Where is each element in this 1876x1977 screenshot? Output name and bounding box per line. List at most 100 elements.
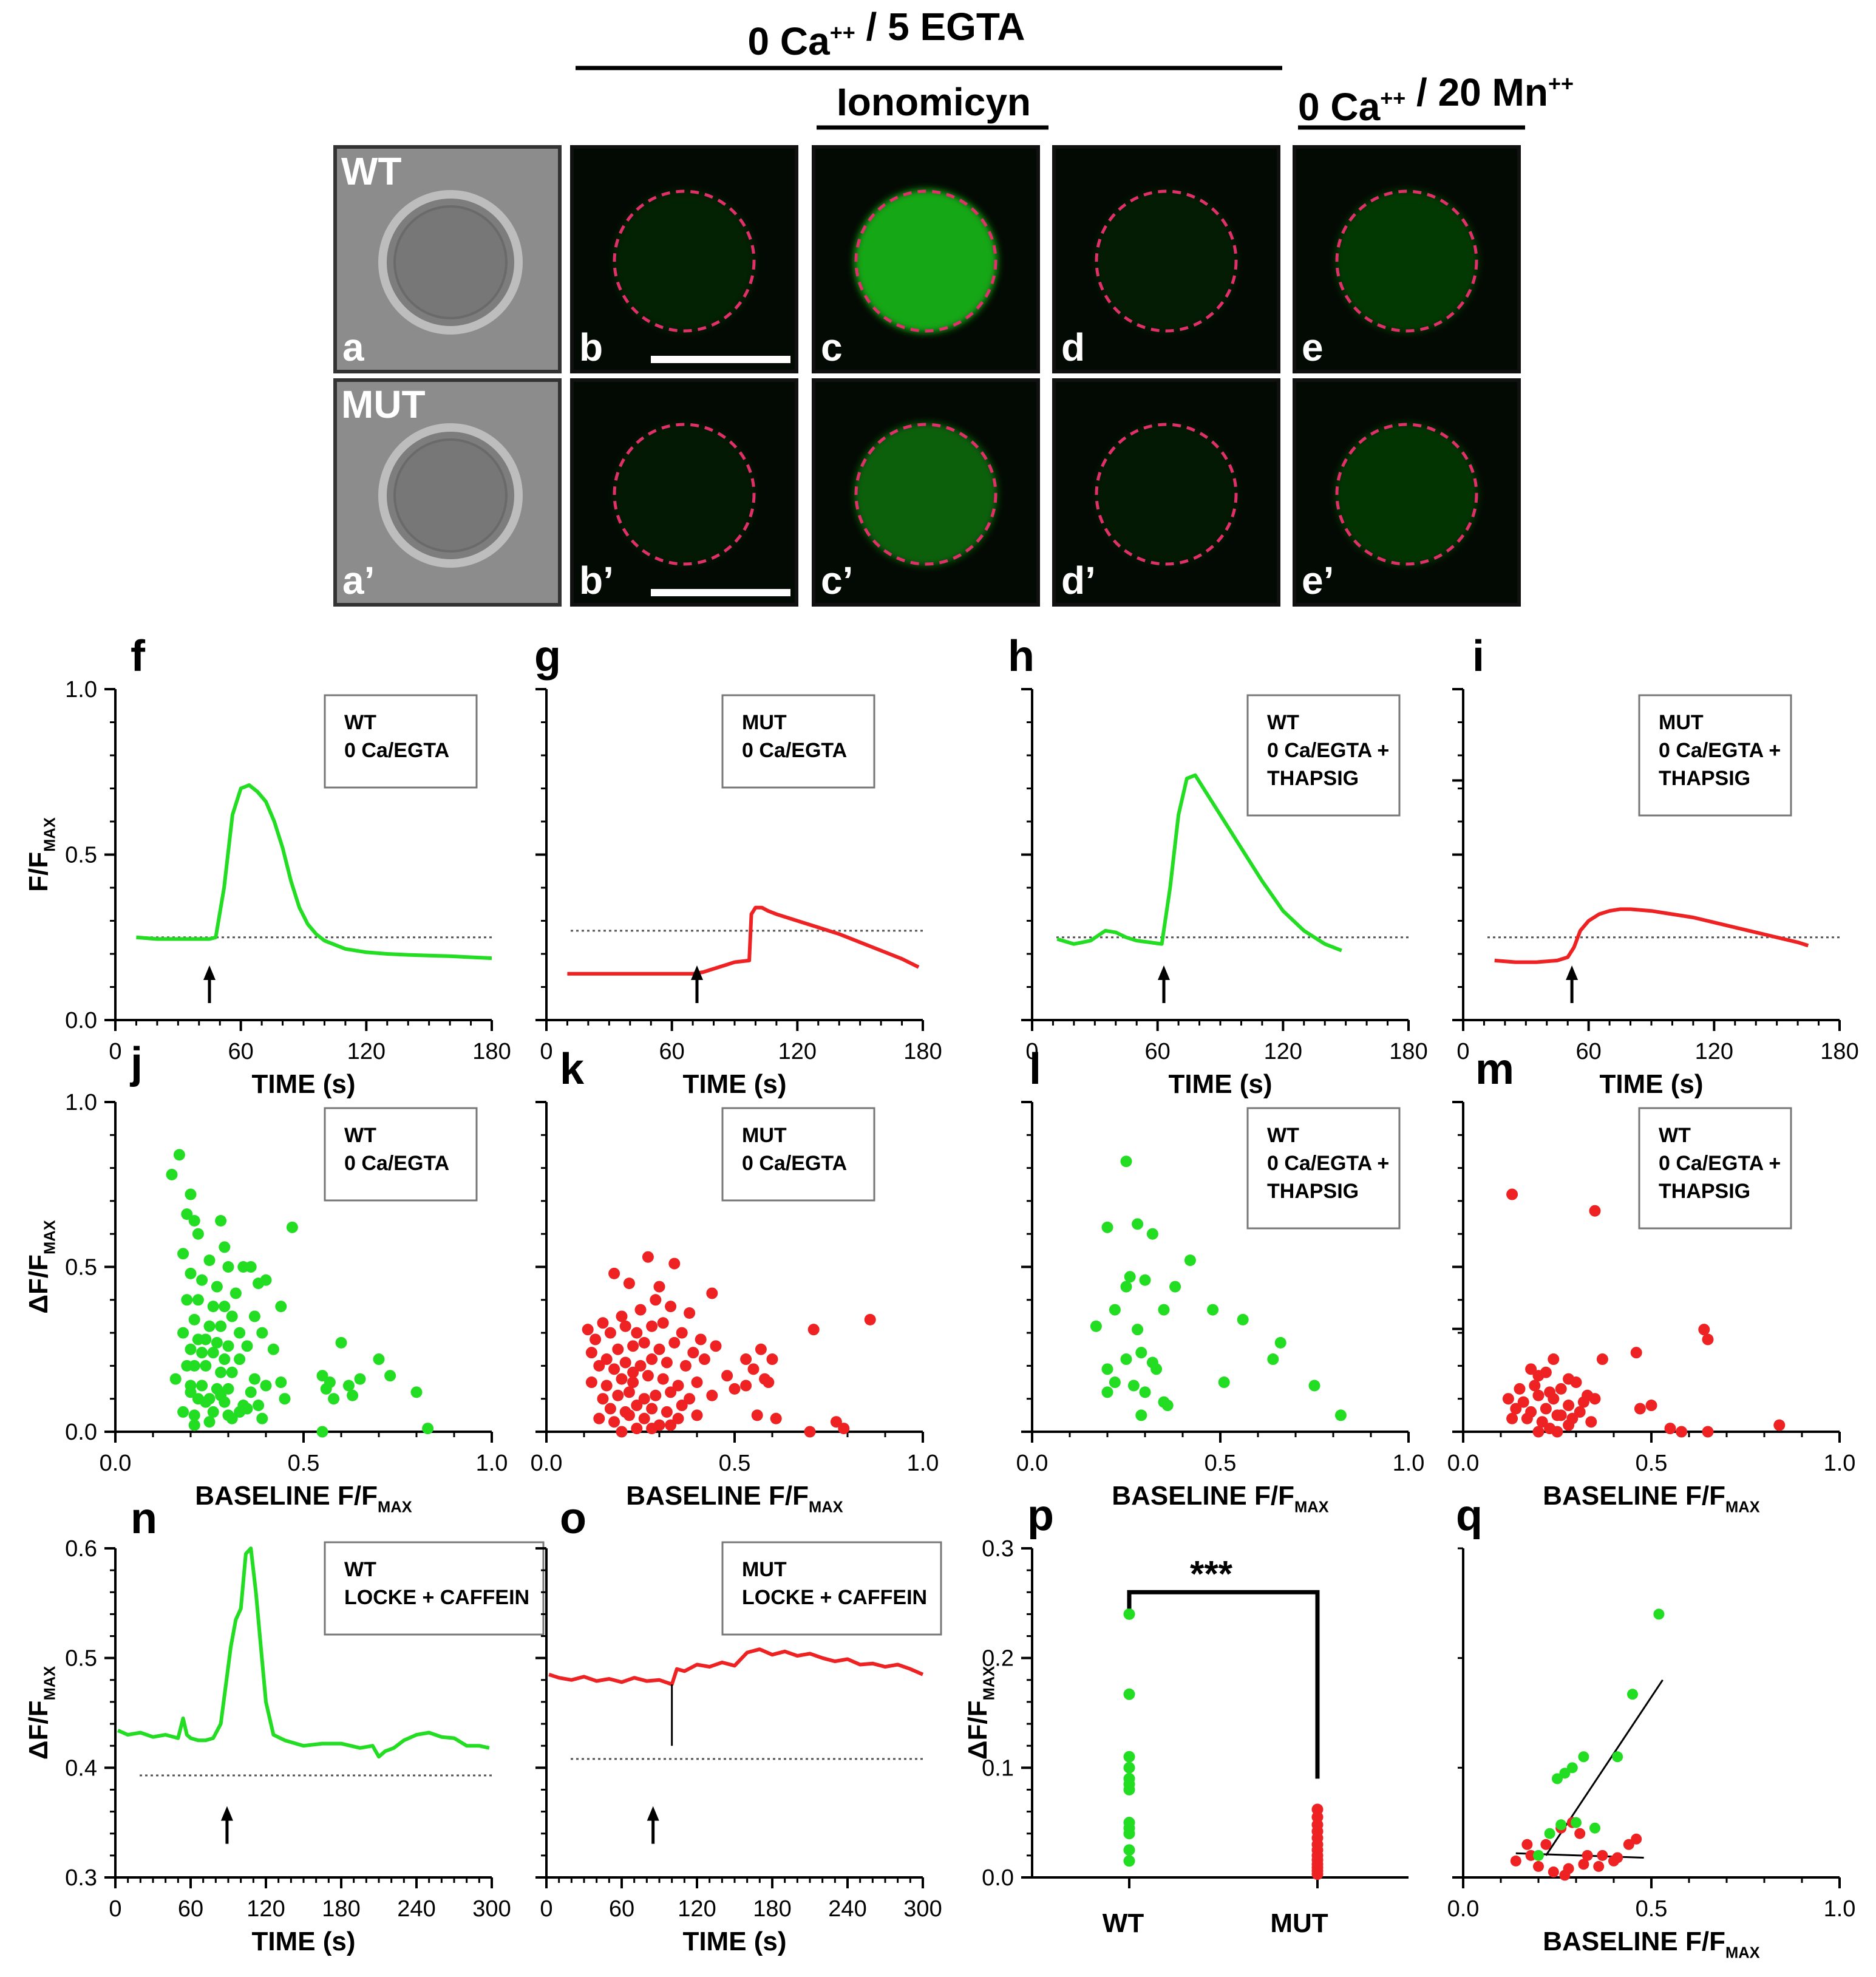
- chart-panel-j: j 0.0 0.5 1.0 0.0 0.5 1.0 BASELINE F/FMAX ΔF/FMA…: [24, 1039, 508, 1516]
- scatter-point: [1502, 1393, 1514, 1405]
- legend-line: WT: [1267, 711, 1299, 734]
- cell-dashed-outline: [613, 189, 756, 333]
- scatter-point: [196, 1274, 208, 1286]
- x-axis-label: BASELINE F/FMAX: [626, 1481, 843, 1516]
- arrow-head: [203, 965, 216, 980]
- scatter-point-wt: [1627, 1689, 1638, 1700]
- scatter-point: [1585, 1416, 1597, 1428]
- scatter-point: [766, 1353, 778, 1366]
- legend-frame: [1246, 694, 1401, 817]
- chart-panel-k: k 0.0 0.5 1.0 BASELINE F/FMAX MUT 0 Ca/EGTA: [531, 1045, 939, 1516]
- scatter-point: [260, 1380, 272, 1392]
- scatter-point: [260, 1274, 272, 1286]
- panel-frame: [812, 145, 1040, 373]
- image-panel-e-prime: e’: [1292, 378, 1521, 607]
- legend-line: MUT: [742, 711, 787, 734]
- scatter-point-wt: [1612, 1751, 1623, 1763]
- scatter-point: [627, 1366, 639, 1378]
- scatter-point: [229, 1287, 242, 1299]
- scatter-point: [373, 1353, 385, 1366]
- x-tick-label: 60: [1145, 1039, 1171, 1064]
- legend-line: WT: [344, 711, 376, 734]
- ionomycin-title: Ionomicyn: [837, 80, 1031, 124]
- scatter-point-mut: [1548, 1866, 1559, 1877]
- scatter-point: [770, 1412, 782, 1424]
- scatter-point: [215, 1366, 227, 1378]
- cell-dashed-outline: [1095, 423, 1238, 566]
- legend-box: MUT 0 Ca/EGTA: [721, 694, 875, 789]
- scatter-point: [253, 1400, 265, 1412]
- legend-line: WT: [344, 1124, 376, 1147]
- legend-frame: [324, 1541, 545, 1636]
- legend-line: WT: [344, 1558, 376, 1581]
- scatter-point: [627, 1376, 639, 1389]
- scatter-point: [634, 1304, 647, 1316]
- scatter-point: [188, 1409, 200, 1421]
- scatter-point: [721, 1370, 733, 1382]
- x-tick-label: 0: [540, 1039, 552, 1064]
- panel-letter: e: [1302, 325, 1324, 369]
- scatter-point: [593, 1412, 605, 1424]
- scatter-point: [207, 1406, 219, 1418]
- scatter-point: [1101, 1221, 1113, 1233]
- scatter-point: [1529, 1380, 1541, 1392]
- scatter-point: [1506, 1188, 1518, 1200]
- scatter-point: [590, 1333, 602, 1346]
- x-tick-label: 60: [178, 1896, 203, 1922]
- scatter-point: [1139, 1274, 1151, 1286]
- manganese-title: 0 Ca++ / 20 Mn++: [1298, 70, 1574, 129]
- cell-dashed-outline: [854, 189, 997, 333]
- series-line: [136, 783, 492, 961]
- scatter-point: [335, 1336, 347, 1349]
- x-tick-label: 240: [828, 1896, 866, 1922]
- panel-letter: b’: [579, 559, 614, 602]
- scatter-point: [241, 1340, 253, 1352]
- legend-line: WT: [1267, 1124, 1299, 1147]
- scatter-point: [1589, 1205, 1601, 1217]
- scatter-point: [215, 1214, 227, 1227]
- scatter-point: [612, 1343, 624, 1355]
- y-axis-label: ΔF/FMAX: [24, 1220, 58, 1313]
- x-tick-label: 180: [753, 1896, 791, 1922]
- scatter-point: [211, 1281, 223, 1293]
- panel-letter: j: [129, 1039, 143, 1087]
- x-tick-label: 120: [246, 1896, 285, 1922]
- x-tick-label: 0.0: [100, 1451, 132, 1476]
- scatter-point: [619, 1320, 631, 1332]
- scatter-point: [623, 1386, 635, 1398]
- scatter-point-wt: [1533, 1849, 1544, 1861]
- scatter-point: [706, 1287, 718, 1299]
- scatter-point: [354, 1373, 366, 1385]
- series-line: [1056, 773, 1342, 953]
- scatter-point: [256, 1327, 268, 1339]
- x-tick-label: 300: [903, 1896, 942, 1922]
- scatter-point: [1308, 1380, 1320, 1392]
- row-label: WT: [341, 149, 402, 193]
- scatter-point: [185, 1267, 197, 1279]
- scatter-point: [830, 1416, 842, 1428]
- x-tick-label: 60: [1576, 1039, 1602, 1064]
- scatter-point: [1109, 1304, 1121, 1316]
- scatter-point: [604, 1403, 616, 1415]
- x-tick-label: 0.0: [1016, 1451, 1048, 1476]
- x-tick-label: 1.0: [476, 1451, 508, 1476]
- x-tick-label: 0.0: [1447, 1896, 1480, 1922]
- scatter-point: [1132, 1218, 1144, 1230]
- scatter-point: [188, 1419, 200, 1431]
- scatter-point: [755, 1343, 767, 1355]
- scatter-point: [1124, 1271, 1136, 1283]
- scatter-point: [177, 1248, 189, 1260]
- legend-line: WT: [1659, 1124, 1691, 1147]
- legend-line: LOCKE + CAFFEIN: [344, 1586, 529, 1609]
- scatter-point: [342, 1380, 355, 1392]
- scatter-point-wt: [1566, 1762, 1578, 1774]
- scatter-point: [1630, 1347, 1642, 1359]
- legend-frame: [1246, 1107, 1401, 1230]
- scatter-point: [203, 1416, 216, 1428]
- scatter-point-mut: [1578, 1859, 1589, 1870]
- scatter-point-wt: [1123, 1855, 1135, 1867]
- scatter-point-wt: [1123, 1844, 1135, 1856]
- x-tick-label: 0.5: [719, 1451, 751, 1476]
- scatter-point: [665, 1386, 677, 1398]
- scatter-point: [616, 1310, 628, 1322]
